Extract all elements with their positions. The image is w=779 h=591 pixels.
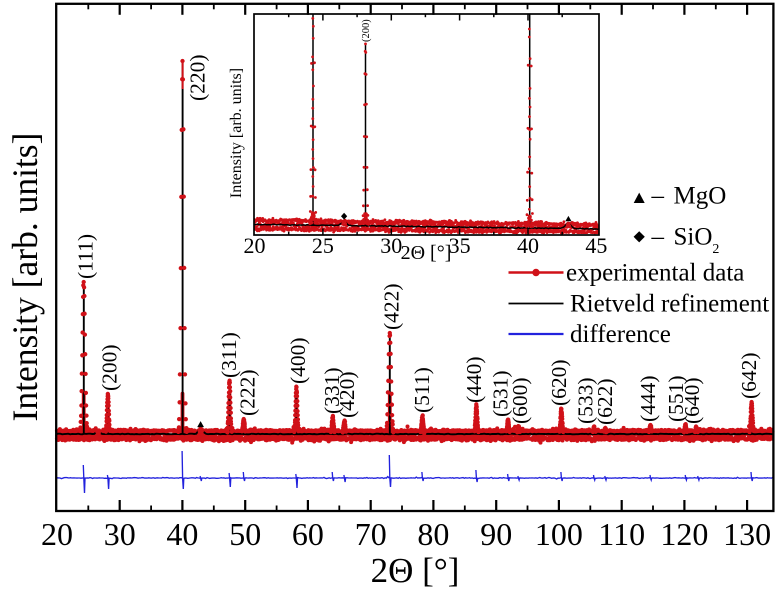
svg-text:(533): (533) xyxy=(574,377,598,424)
svg-text:(420): (420) xyxy=(335,371,359,418)
svg-text:40: 40 xyxy=(517,233,539,258)
svg-text:–: – xyxy=(651,224,665,251)
svg-text:120: 120 xyxy=(660,516,708,552)
svg-text:40: 40 xyxy=(166,516,198,552)
svg-text:(620): (620) xyxy=(547,359,571,406)
svg-text:MgO: MgO xyxy=(674,183,727,210)
svg-text:90: 90 xyxy=(480,516,512,552)
svg-text:(331): (331) xyxy=(320,367,344,414)
svg-text:(600): (600) xyxy=(508,377,532,424)
svg-text:2Θ [°]: 2Θ [°] xyxy=(371,551,460,590)
svg-text:Rietveld refinement: Rietveld refinement xyxy=(570,291,769,318)
svg-text:35: 35 xyxy=(449,233,471,258)
svg-text:80: 80 xyxy=(417,516,449,552)
svg-text:(422): (422) xyxy=(379,283,403,330)
svg-text:(200): (200) xyxy=(97,344,121,391)
svg-text:50: 50 xyxy=(229,516,261,552)
svg-text:110: 110 xyxy=(598,516,645,552)
svg-text:Intensity [arb. units]: Intensity [arb. units] xyxy=(228,68,245,198)
svg-text:(531): (531) xyxy=(489,370,513,417)
svg-text:70: 70 xyxy=(355,516,387,552)
svg-text:(551): (551) xyxy=(664,375,688,422)
svg-text:30: 30 xyxy=(104,516,136,552)
svg-text:100: 100 xyxy=(535,516,583,552)
svg-text:30: 30 xyxy=(380,233,402,258)
svg-text:(440): (440) xyxy=(462,356,486,403)
svg-text:25: 25 xyxy=(312,233,334,258)
svg-text:(111): (111) xyxy=(73,234,97,279)
svg-text:20: 20 xyxy=(244,233,266,258)
svg-text:(400): (400) xyxy=(286,337,310,384)
svg-text:(444): (444) xyxy=(636,375,660,422)
svg-text:experimental data: experimental data xyxy=(566,260,744,287)
svg-text:(220): (220) xyxy=(186,54,210,101)
svg-text:(622): (622) xyxy=(593,378,617,425)
svg-text:(640): (640) xyxy=(680,377,704,424)
svg-text:(511): (511) xyxy=(410,367,434,413)
svg-text:difference: difference xyxy=(570,321,671,348)
svg-text:(311): (311) xyxy=(217,332,241,378)
svg-text:2Θ [°]: 2Θ [°] xyxy=(401,242,452,264)
svg-text:60: 60 xyxy=(292,516,324,552)
svg-text:Intensity [arb. units]: Intensity [arb. units] xyxy=(5,133,45,422)
svg-text:20: 20 xyxy=(41,516,73,552)
svg-text:(642): (642) xyxy=(737,352,761,399)
svg-text:(200): (200) xyxy=(361,19,372,42)
svg-text:–: – xyxy=(651,183,665,210)
svg-text:45: 45 xyxy=(585,233,607,258)
svg-text:(222): (222) xyxy=(235,369,259,416)
svg-text:130: 130 xyxy=(723,516,771,552)
